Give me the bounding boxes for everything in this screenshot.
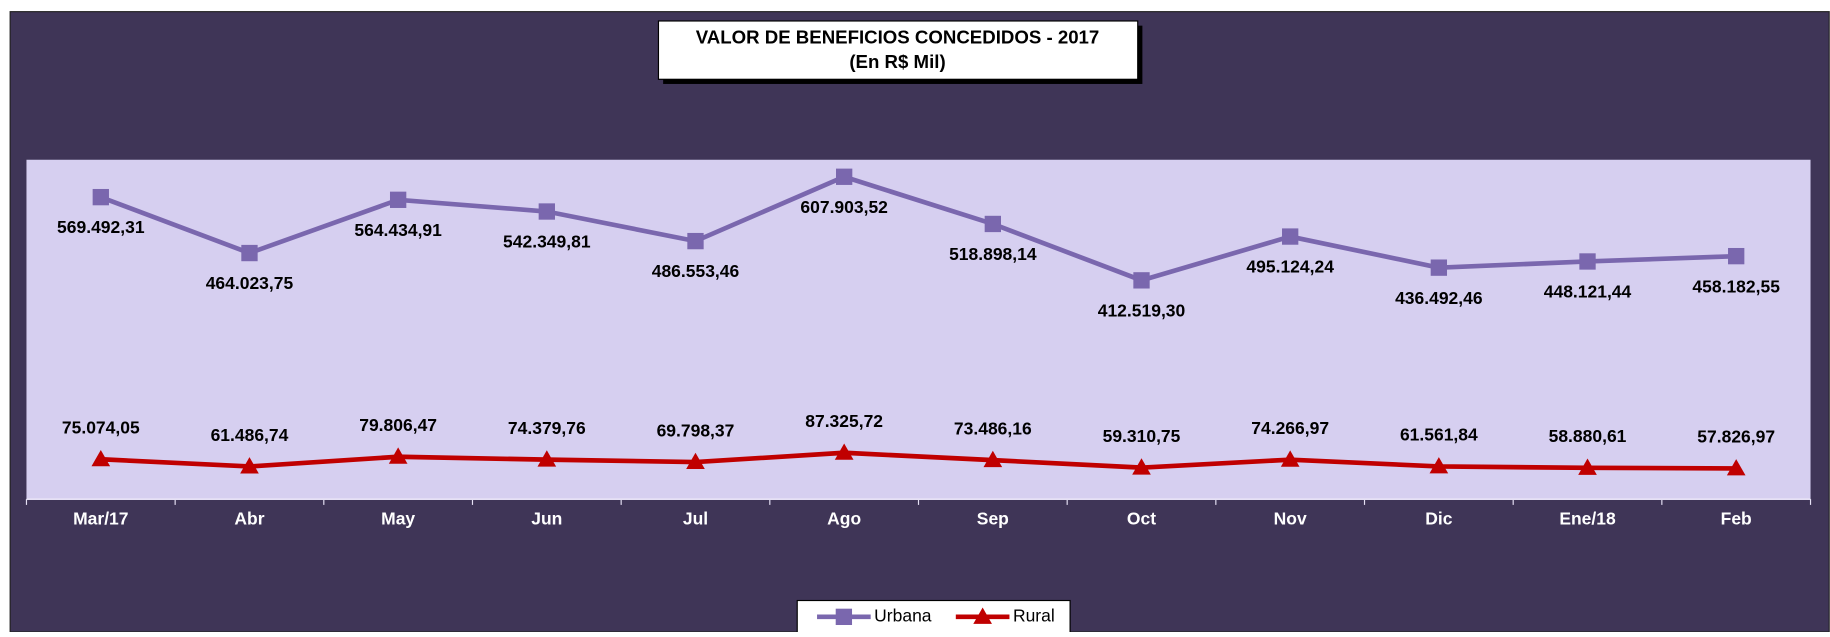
legend-label: Urbana bbox=[874, 605, 932, 625]
data-label: 75.074,05 bbox=[62, 418, 140, 438]
chart-subtitle: (En R$ Mil) bbox=[849, 51, 945, 72]
marker bbox=[389, 191, 407, 208]
x-tick-label: Jul bbox=[683, 509, 708, 529]
data-label: 57.826,97 bbox=[1697, 427, 1775, 447]
legend-label: Rural bbox=[1013, 605, 1055, 625]
x-tick-label: Abr bbox=[234, 509, 264, 529]
marker bbox=[836, 168, 853, 185]
x-tick-label: Oct bbox=[1127, 509, 1156, 529]
data-label: 542.349,81 bbox=[503, 232, 591, 252]
data-label: 486.553,46 bbox=[652, 261, 740, 281]
x-tick-label: Feb bbox=[1721, 509, 1752, 529]
data-label: 58.880,61 bbox=[1549, 426, 1627, 446]
data-label: 518.898,14 bbox=[949, 244, 1037, 264]
marker bbox=[835, 608, 853, 626]
marker bbox=[1430, 259, 1448, 276]
data-label: 564.434,91 bbox=[354, 220, 442, 240]
data-label: 464.023,75 bbox=[206, 273, 294, 293]
marker bbox=[1726, 459, 1746, 476]
marker bbox=[92, 188, 109, 206]
data-label: 69.798,37 bbox=[657, 420, 735, 440]
x-tick-label: Mar/17 bbox=[73, 509, 128, 529]
marker bbox=[973, 607, 992, 624]
marker bbox=[388, 447, 408, 464]
data-label: 74.266,97 bbox=[1251, 418, 1329, 438]
data-label: 61.486,74 bbox=[211, 425, 289, 445]
plot-area bbox=[26, 159, 1811, 500]
x-tick-label: Ago bbox=[827, 509, 861, 529]
marker bbox=[538, 203, 555, 220]
data-label: 61.561,84 bbox=[1400, 425, 1478, 445]
data-label: 74.379,76 bbox=[508, 418, 586, 438]
marker bbox=[1578, 458, 1597, 475]
marker bbox=[1728, 247, 1745, 265]
x-tick-label: Sep bbox=[977, 509, 1009, 529]
marker bbox=[1132, 458, 1151, 475]
x-tick-label: Jun bbox=[531, 509, 562, 529]
data-label: 87.325,72 bbox=[805, 411, 883, 431]
marker bbox=[241, 244, 258, 262]
marker bbox=[240, 457, 259, 474]
marker bbox=[686, 452, 705, 470]
marker bbox=[91, 449, 111, 467]
data-label: 458.182,55 bbox=[1692, 276, 1780, 296]
marker bbox=[983, 450, 1003, 468]
title-box bbox=[657, 20, 1139, 80]
chart-title: VALOR DE BENEFICIOS CONCEDIDOS - 2017 bbox=[696, 26, 1100, 47]
marker bbox=[1429, 457, 1449, 474]
data-label: 495.124,24 bbox=[1246, 257, 1334, 277]
data-label: 607.903,52 bbox=[800, 197, 888, 217]
marker bbox=[537, 450, 557, 467]
series-line bbox=[99, 174, 1737, 283]
marker bbox=[984, 215, 1001, 233]
marker bbox=[1579, 253, 1596, 270]
data-label: 436.492,46 bbox=[1395, 288, 1483, 308]
data-label: 448.121,44 bbox=[1544, 282, 1632, 302]
marker bbox=[1282, 228, 1299, 245]
marker bbox=[834, 443, 854, 460]
marker bbox=[1133, 272, 1150, 289]
x-tick-label: May bbox=[381, 509, 415, 529]
data-label: 569.492,31 bbox=[57, 217, 145, 237]
series-line bbox=[100, 450, 1737, 471]
x-tick-label: Dic bbox=[1425, 509, 1452, 529]
data-label: 59.310,75 bbox=[1103, 426, 1181, 446]
data-label: 412.519,30 bbox=[1098, 300, 1186, 320]
data-label: 73.486,16 bbox=[954, 418, 1032, 438]
marker bbox=[687, 232, 704, 250]
data-label: 79.806,47 bbox=[359, 415, 437, 435]
x-tick-label: Ene/18 bbox=[1559, 509, 1616, 529]
x-tick-label: Nov bbox=[1274, 509, 1307, 529]
marker bbox=[1280, 450, 1300, 467]
